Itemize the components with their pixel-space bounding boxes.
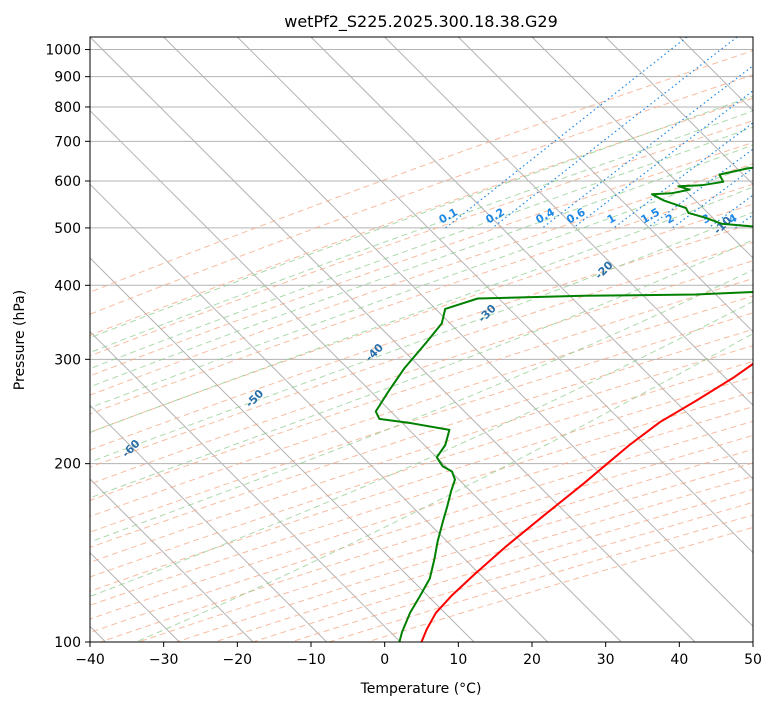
chart-title: wetPf2_S225.2025.300.18.38.G29 <box>284 12 558 32</box>
x-tick-label: 10 <box>449 652 467 668</box>
isotherm-line <box>90 404 328 642</box>
y-tick-label: 700 <box>54 134 81 150</box>
dry-adiabat-line <box>90 277 753 502</box>
x-tick-label: −30 <box>149 652 179 668</box>
dry-adiabat-line <box>90 391 753 606</box>
dry-adiabat-line <box>90 328 753 548</box>
isotherm-line <box>90 478 254 642</box>
moist-adiabat-line <box>90 110 753 354</box>
y-tick-label: 100 <box>54 635 81 651</box>
moist-adiabat-line <box>90 211 753 463</box>
y-axis-ticks: 100 200 300 400 500 600 700 800 900 1000 <box>45 43 90 651</box>
x-axis-label: Temperature (°C) <box>360 681 482 697</box>
y-tick-label: 1000 <box>45 43 81 59</box>
moist-adiabat-line <box>90 186 753 434</box>
mixing-ratio-line <box>672 167 753 229</box>
mixing-ratio-line <box>445 37 688 229</box>
dry-adiabat-line <box>90 295 753 518</box>
dry-adiabat-line <box>90 241 753 468</box>
y-tick-label: 800 <box>54 100 81 116</box>
moist-adiabat-line <box>90 126 753 370</box>
y-axis-label: Pressure (hPa) <box>12 290 28 390</box>
x-tick-label: −10 <box>296 652 326 668</box>
mixing-ratio-line <box>492 37 738 229</box>
isotherm-line <box>90 37 696 642</box>
y-tick-label: 900 <box>54 70 81 86</box>
isotherm-line <box>310 37 753 480</box>
x-tick-label: 30 <box>597 652 615 668</box>
isotherm-line <box>90 183 549 642</box>
x-tick-label: 40 <box>670 652 688 668</box>
dewpoint-line <box>374 166 753 642</box>
pressure-grid <box>90 49 753 642</box>
isotherm-line <box>605 37 753 186</box>
isotherm-line <box>236 37 753 554</box>
x-tick-label: −20 <box>223 652 253 668</box>
x-tick-label: 20 <box>523 652 541 668</box>
y-tick-label: 400 <box>54 278 81 294</box>
plot-area: 0.10.20.40.611.52346810131620253036 -100… <box>90 37 753 642</box>
dry-adiabat-line <box>90 183 753 415</box>
y-tick-label: 300 <box>54 352 81 368</box>
temperature-line <box>420 362 753 642</box>
dry-adiabat-line <box>90 50 753 293</box>
mixing-ratio-line <box>572 89 753 229</box>
y-tick-label: 600 <box>54 174 81 190</box>
isotherm-line <box>90 257 475 642</box>
y-tick-label: 200 <box>54 457 81 473</box>
x-axis-ticks: −40 −30 −20 −10 0 10 20 30 40 50 <box>75 642 762 668</box>
isotherm-line <box>384 37 753 407</box>
isotherm-line <box>531 37 753 259</box>
x-tick-label: 0 <box>380 652 389 668</box>
isotherm-line <box>163 37 753 628</box>
isotherm-line <box>90 109 622 642</box>
x-tick-label: 50 <box>744 652 762 668</box>
dry-adiabat-line <box>90 142 753 377</box>
x-tick-label: −40 <box>75 652 105 668</box>
sounding-series <box>374 166 753 642</box>
moist-adiabat-line <box>90 144 753 388</box>
moist-adiabat-line <box>135 333 753 642</box>
isotherm-line <box>90 330 401 642</box>
moist-adiabat-line <box>90 95 753 339</box>
dry-adiabat-line <box>90 360 753 578</box>
y-tick-label: 500 <box>54 221 81 237</box>
plot-frame <box>89 36 754 643</box>
